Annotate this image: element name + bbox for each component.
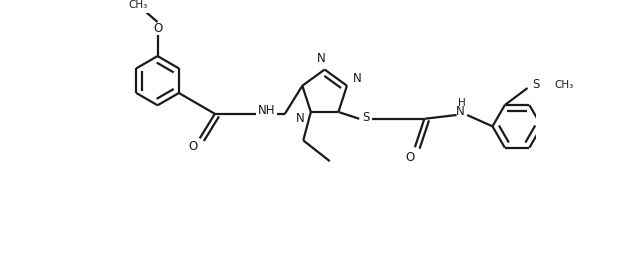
Text: H: H (459, 98, 466, 108)
Text: O: O (153, 22, 162, 35)
Text: N: N (317, 53, 326, 66)
Text: CH₃: CH₃ (555, 80, 574, 90)
Text: N: N (456, 106, 465, 119)
Text: N: N (296, 112, 305, 125)
Text: O: O (188, 140, 198, 153)
Text: O: O (406, 151, 415, 164)
Text: NH: NH (258, 103, 276, 116)
Text: N: N (353, 73, 362, 86)
Text: CH₃: CH₃ (129, 0, 148, 10)
Text: S: S (362, 111, 370, 124)
Text: S: S (532, 78, 540, 91)
